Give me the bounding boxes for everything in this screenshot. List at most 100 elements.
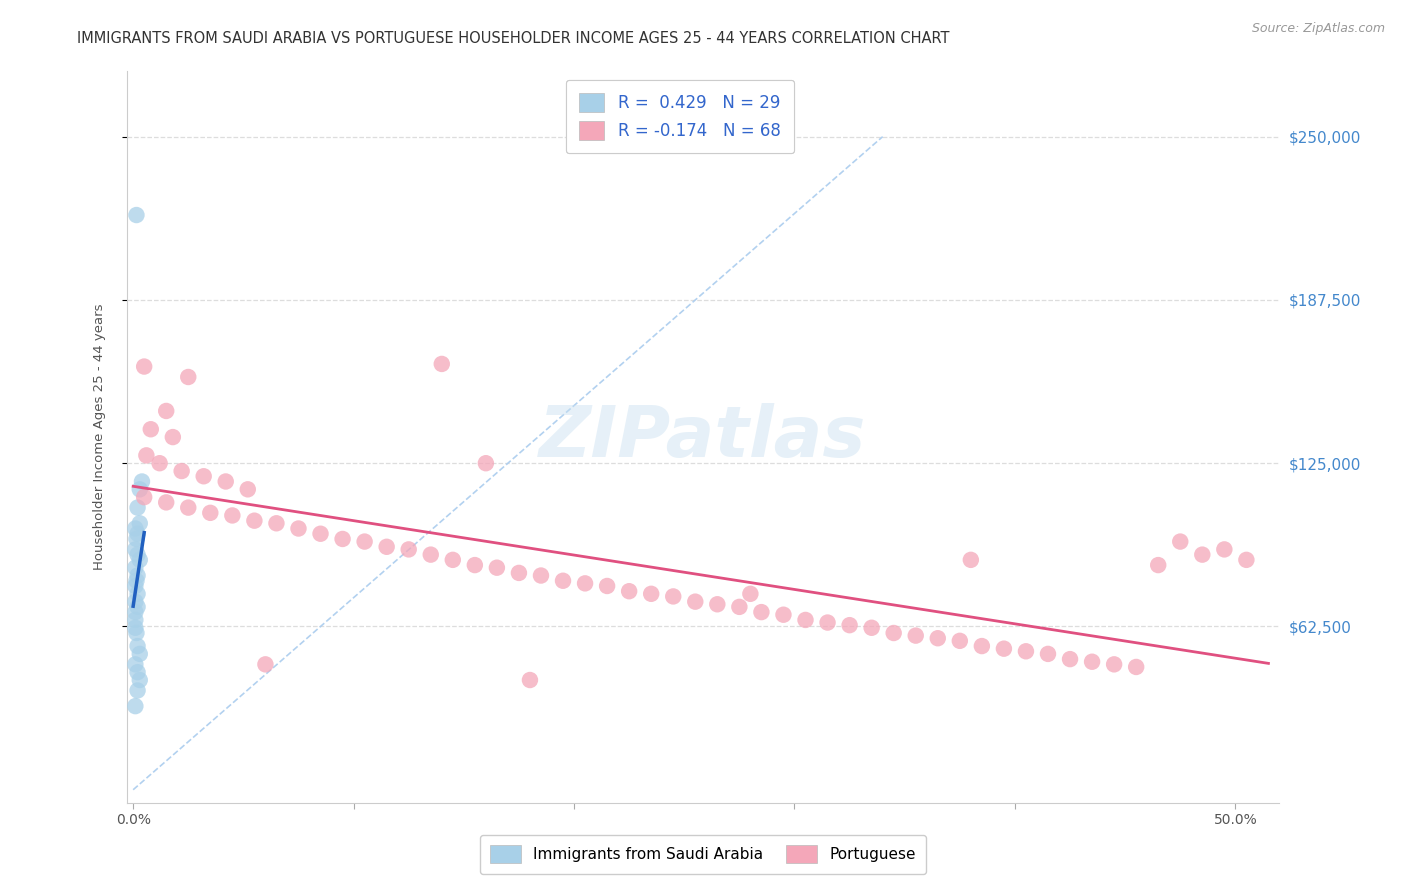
Point [1125,660,1147,674]
Point [155,495,177,509]
Point [124,657,146,672]
Point [927,632,949,646]
Point [772,607,794,622]
Point [519,673,541,687]
Point [1059,652,1081,666]
Point [200,506,222,520]
Point [155,404,177,418]
Point [193,469,215,483]
Point [596,579,619,593]
Point [125,532,148,546]
Point [883,626,905,640]
Point [128,647,150,661]
Point [1036,647,1059,661]
Point [1234,553,1257,567]
Point [970,639,993,653]
Point [706,597,728,611]
Text: Source: ZipAtlas.com: Source: ZipAtlas.com [1251,22,1385,36]
Point [309,526,332,541]
Y-axis label: Householder Income Ages 25 - 44 years: Householder Income Ages 25 - 44 years [93,304,105,570]
Point [740,587,762,601]
Point [125,208,148,222]
Point [353,534,375,549]
Point [441,553,464,567]
Point [860,621,883,635]
Point [1168,534,1191,549]
Point [949,633,972,648]
Point [127,568,149,582]
Point [485,560,508,574]
Point [430,357,453,371]
Point [530,568,553,582]
Point [1015,644,1038,658]
Point [127,526,149,541]
Point [1191,548,1213,562]
Point [170,464,193,478]
Point [287,521,309,535]
Point [124,621,146,635]
Point [728,599,751,614]
Point [215,475,238,489]
Point [128,516,150,531]
Point [124,605,146,619]
Point [127,683,149,698]
Point [1213,542,1236,557]
Point [128,553,150,567]
Point [124,613,146,627]
Text: IMMIGRANTS FROM SAUDI ARABIA VS PORTUGUESE HOUSEHOLDER INCOME AGES 25 - 44 YEARS: IMMIGRANTS FROM SAUDI ARABIA VS PORTUGUE… [77,31,950,46]
Point [993,641,1015,656]
Point [124,560,146,574]
Point [127,599,149,614]
Point [398,542,420,557]
Point [125,626,148,640]
Point [162,430,184,444]
Point [236,483,259,497]
Point [266,516,288,531]
Legend: Immigrants from Saudi Arabia, Portuguese: Immigrants from Saudi Arabia, Portuguese [479,835,927,873]
Point [1147,558,1170,573]
Point [131,475,153,489]
Point [135,448,157,462]
Point [128,483,150,497]
Point [464,558,486,573]
Text: ZIPatlas: ZIPatlas [540,402,866,472]
Point [124,594,146,608]
Point [128,673,150,687]
Point [375,540,398,554]
Point [124,521,146,535]
Point [574,576,596,591]
Point [127,587,149,601]
Point [685,594,707,608]
Point [127,665,149,680]
Point [134,490,156,504]
Point [640,587,662,601]
Point [794,613,817,627]
Point [817,615,839,630]
Point [124,542,146,557]
Point [332,532,354,546]
Point [1102,657,1125,672]
Point [751,605,773,619]
Point [125,574,148,588]
Point [221,508,243,523]
Point [254,657,277,672]
Point [134,359,156,374]
Legend: R =  0.429   N = 29, R = -0.174   N = 68: R = 0.429 N = 29, R = -0.174 N = 68 [567,79,794,153]
Point [838,618,860,632]
Point [904,629,927,643]
Point [959,553,981,567]
Point [475,456,498,470]
Point [1081,655,1104,669]
Point [177,500,200,515]
Point [139,422,162,436]
Point [243,514,266,528]
Point [127,639,149,653]
Point [551,574,574,588]
Point [127,548,149,562]
Point [127,500,149,515]
Point [124,579,146,593]
Point [662,590,685,604]
Point [419,548,441,562]
Point [177,370,200,384]
Point [617,584,640,599]
